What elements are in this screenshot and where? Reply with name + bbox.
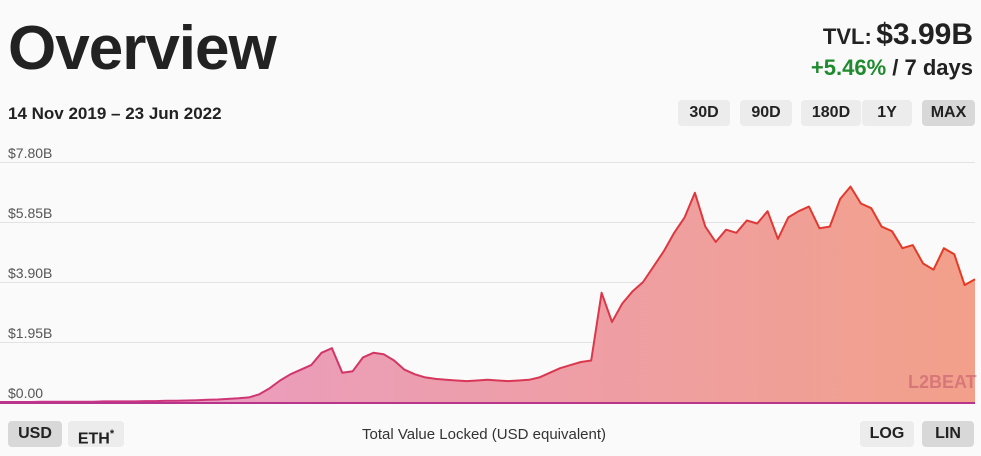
range-button-1y[interactable]: 1Y <box>862 100 912 126</box>
y-tick-label: $5.85B <box>8 205 53 221</box>
y-tick-label: $3.90B <box>8 265 53 281</box>
page-title: Overview <box>8 14 277 83</box>
gridline-5-85 <box>0 222 975 223</box>
gridline-3-90 <box>0 282 975 283</box>
currency-button-eth[interactable]: ETH* <box>68 421 124 447</box>
scale-button-log[interactable]: LOG <box>860 421 914 447</box>
tvl-area-fill <box>0 186 975 402</box>
tvl-value: $3.99B <box>876 18 973 51</box>
range-button-90d[interactable]: 90D <box>740 100 792 126</box>
tvl-change: +5.46% / 7 days <box>811 55 973 81</box>
tvl-summary: TVL: $3.99B <box>823 18 973 52</box>
tvl-line <box>0 185 976 403</box>
chart-caption: Total Value Locked (USD equivalent) <box>362 426 607 443</box>
range-button-max[interactable]: MAX <box>922 100 975 126</box>
range-button-180d[interactable]: 180D <box>801 100 861 126</box>
gridline-7-80 <box>0 162 975 163</box>
scale-button-lin[interactable]: LIN <box>922 421 974 447</box>
l2beat-watermark-logo: L2BEAT <box>908 372 977 392</box>
currency-button-usd[interactable]: USD <box>8 421 62 447</box>
y-tick-label: $0.00 <box>8 385 44 401</box>
y-tick-label: $1.95B <box>8 325 53 341</box>
gridline-1-95 <box>0 342 975 343</box>
date-range: 14 Nov 2019 – 23 Jun 2022 <box>8 104 222 123</box>
eth-footnote-marker: * <box>109 428 115 440</box>
tvl-change-period: / 7 days <box>892 55 973 80</box>
range-button-30d[interactable]: 30D <box>678 100 730 126</box>
currency-eth-label: ETH <box>77 430 110 448</box>
y-tick-label: $7.80B <box>8 145 53 161</box>
chart-baseline <box>0 402 975 404</box>
tvl-change-percent: +5.46% <box>810 55 887 80</box>
tvl-label: TVL: <box>822 24 872 49</box>
